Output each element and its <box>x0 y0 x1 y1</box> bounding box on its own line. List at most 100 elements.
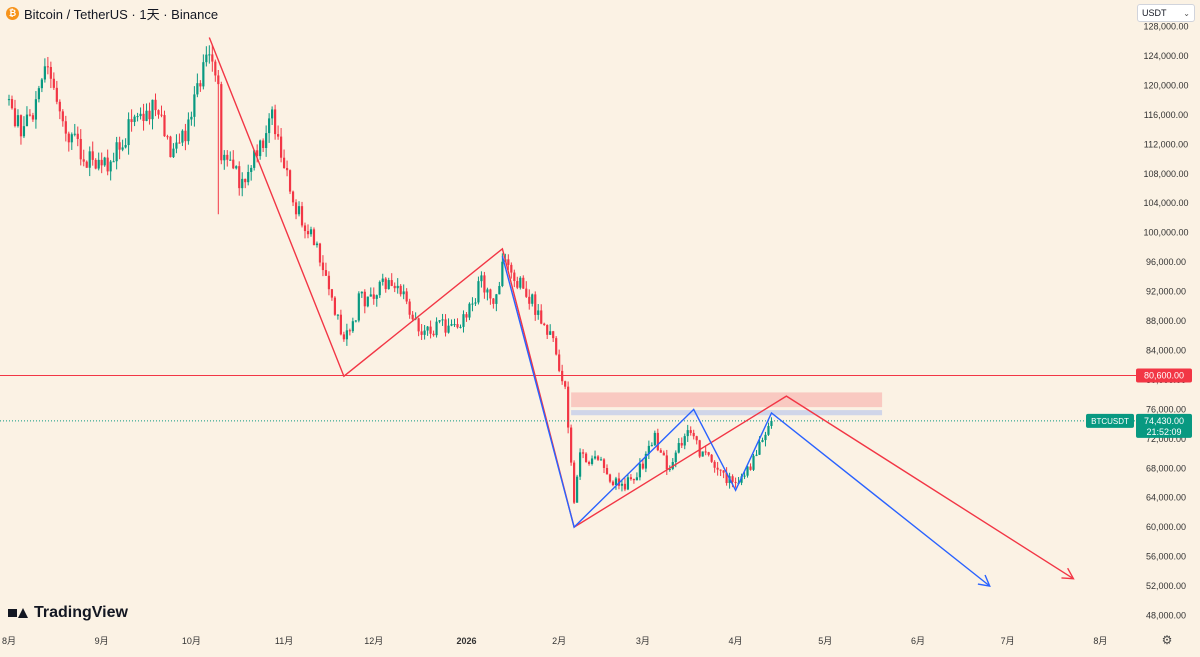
candle-body <box>184 130 187 142</box>
tradingview-logo[interactable]: TradingView <box>8 603 128 623</box>
candle-body <box>366 296 369 307</box>
candle-body <box>91 151 94 160</box>
price-tick-label: 120,000.00 <box>1143 80 1188 90</box>
candle-body <box>369 294 372 297</box>
price-tick-label: 108,000.00 <box>1143 169 1188 179</box>
time-tick-label: 6月 <box>911 636 925 646</box>
candle-body <box>115 142 118 162</box>
candle-body <box>282 157 286 168</box>
candle-body <box>154 99 157 111</box>
candle-body <box>274 109 277 135</box>
candle-body <box>31 115 35 120</box>
candle-body <box>238 166 241 189</box>
candle-body <box>498 286 501 295</box>
candle-body <box>271 109 274 119</box>
candle-body <box>73 133 76 135</box>
candle-body <box>725 472 728 484</box>
gear-icon[interactable]: ⚙ <box>1161 633 1173 647</box>
candle-body <box>279 136 283 158</box>
candle-body <box>450 324 453 326</box>
red-projection-path[interactable] <box>208 37 1074 580</box>
candle-body <box>151 99 154 120</box>
candle-body <box>623 483 627 490</box>
candle-body <box>387 280 390 290</box>
candle-body <box>40 79 43 89</box>
price-tick-label: 72,000.00 <box>1146 434 1186 444</box>
candle-body <box>64 121 67 134</box>
zone-band[interactable] <box>571 410 883 416</box>
candle-body <box>178 142 181 144</box>
candle-body <box>555 338 558 355</box>
candle-body <box>333 297 337 315</box>
candle-body <box>247 171 250 183</box>
candle-body <box>342 334 345 340</box>
candle-body <box>626 477 630 490</box>
symbol-tag-bg <box>1086 413 1134 428</box>
candle-body <box>731 476 734 482</box>
currency-selector[interactable]: USDT ⌄ <box>1137 4 1195 22</box>
candle-body <box>220 84 223 161</box>
candle-body <box>698 440 701 457</box>
candle-body <box>614 478 618 486</box>
candle-body <box>570 427 573 463</box>
candle-body <box>653 432 656 446</box>
candle-body <box>531 294 534 304</box>
candle-body <box>136 116 139 118</box>
candle-body <box>13 108 17 127</box>
currency-value: USDT <box>1142 8 1167 18</box>
candle-body <box>34 99 38 120</box>
candle-body <box>390 280 393 286</box>
current-price-label-bg <box>1136 413 1192 438</box>
candle-body <box>432 333 435 336</box>
price-tick-label: 64,000.00 <box>1146 493 1186 503</box>
candle-body <box>124 145 127 148</box>
price-tick-label: 92,000.00 <box>1146 287 1186 297</box>
candle-body <box>438 320 441 322</box>
resistance-zone[interactable] <box>571 392 883 408</box>
candle-body <box>638 463 641 478</box>
candle-body <box>507 259 510 265</box>
candle-body <box>722 470 725 473</box>
candle-body <box>354 320 357 322</box>
blue-projection-path[interactable] <box>501 256 991 587</box>
candle-body <box>357 293 360 321</box>
candle-body <box>157 110 160 115</box>
bitcoin-icon: ₿ <box>6 6 19 20</box>
price-tick-label: 52,000.00 <box>1146 581 1186 591</box>
candle-body <box>106 157 109 172</box>
candle-body <box>85 161 88 168</box>
candle-body <box>680 443 683 446</box>
candle-body <box>285 167 289 171</box>
candle-body <box>94 159 97 169</box>
candle-body <box>483 275 486 293</box>
candle-body <box>456 324 459 328</box>
time-tick-label: 2026 <box>456 636 476 646</box>
candle-body <box>205 54 208 63</box>
candle-body <box>477 281 480 303</box>
candle-body <box>632 479 636 481</box>
candle-body <box>306 231 310 235</box>
candle-body <box>160 114 163 116</box>
candle-body <box>411 314 414 320</box>
arrow-head <box>977 574 991 587</box>
candle-body <box>647 445 650 454</box>
candle-body <box>118 142 121 150</box>
candle-body <box>259 140 262 157</box>
symbol-title-bar[interactable]: ₿ Bitcoin / TetherUS · 1天 · Binance <box>6 4 218 22</box>
candle-body <box>399 285 402 295</box>
candle-body <box>593 456 597 459</box>
candle-body <box>169 136 172 158</box>
candle-body <box>384 278 387 290</box>
candle-body <box>608 474 612 482</box>
candle-body <box>297 206 301 215</box>
candle-body <box>268 118 271 134</box>
candle-body <box>19 115 23 137</box>
candle-body <box>620 483 624 486</box>
price-tick-label: 124,000.00 <box>1143 51 1188 61</box>
candle-body <box>719 469 722 471</box>
candle-body <box>650 445 653 447</box>
candle-body <box>537 310 540 315</box>
candle-body <box>291 191 295 203</box>
